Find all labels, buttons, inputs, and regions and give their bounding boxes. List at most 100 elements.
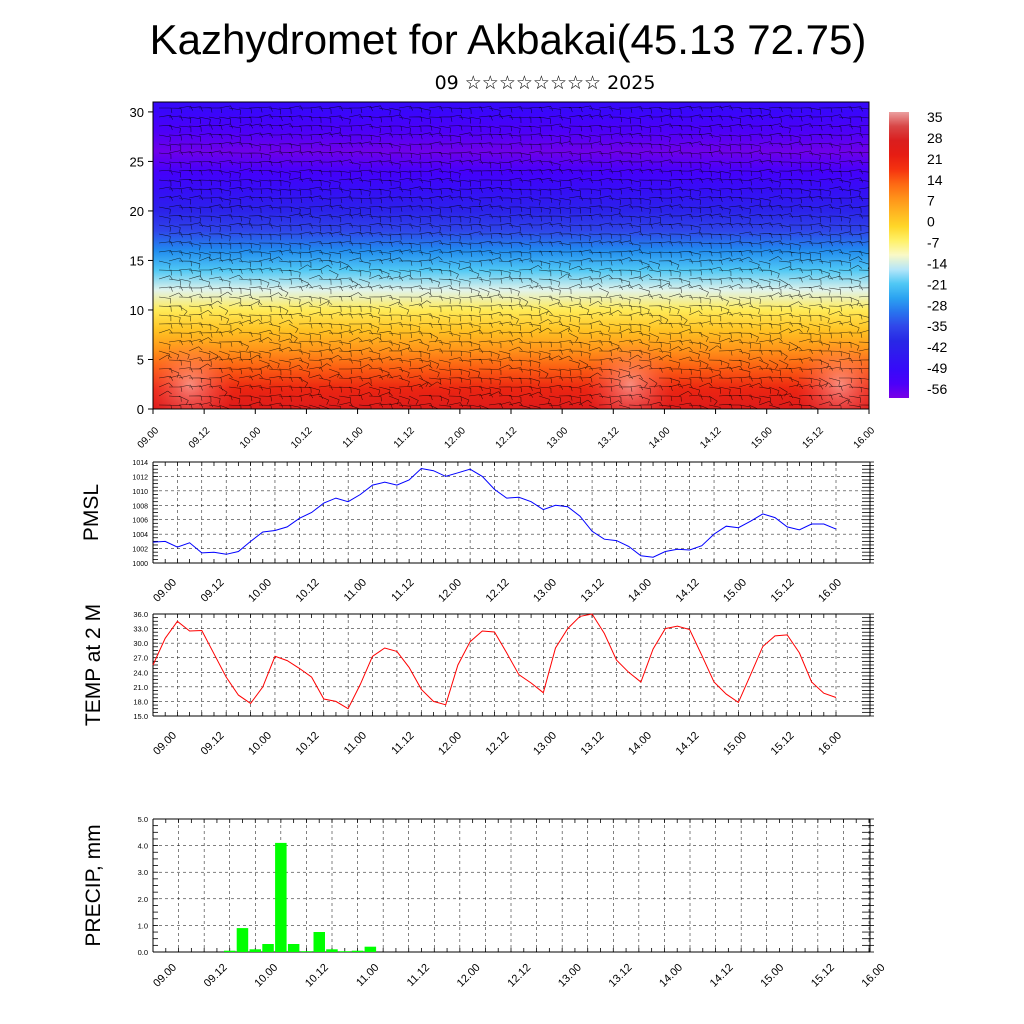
x-tick-label: 09.12 [187, 425, 213, 451]
y-tick-label: 1000 [132, 561, 148, 568]
x-tick-label: 12.00 [436, 730, 464, 758]
x-tick-label: 13.12 [579, 577, 607, 605]
x-tick-label: 13.00 [531, 730, 559, 758]
x-tick-label: 10.00 [238, 425, 264, 451]
x-tick-label: 10.12 [294, 577, 322, 605]
minor-ticks [152, 818, 874, 953]
x-tick-label: 14.00 [626, 730, 654, 758]
precip-bar [275, 842, 287, 952]
y-tick-label: 1004 [132, 532, 148, 539]
x-tick-label: 15.12 [769, 730, 797, 758]
x-tick-label: 15.00 [721, 577, 749, 605]
precip-chart: 0.0 1.0 2.0 3.0 4.0 5.0 09.00 09.12 10.00 10.12 11… [82, 815, 888, 990]
wind-barbs [158, 105, 869, 409]
x-tick-label: 15.12 [769, 577, 797, 605]
temp-chart: 15.0 18.0 21.0 24.0 27.0 30.0 33.0 36.0 09.00 09.… [82, 604, 874, 758]
x-tick-label: 12.00 [436, 577, 464, 605]
x-tick-label: 14.00 [626, 577, 654, 605]
warm-spot [795, 340, 869, 409]
y-tick-label: 5 [137, 352, 144, 367]
colorbar-label: -35 [927, 318, 947, 334]
x-tick-label: 13.00 [531, 577, 559, 605]
x-tick-label: 10.00 [246, 577, 274, 605]
colorbar-label: 28 [927, 130, 943, 146]
colorbar-label: -49 [927, 360, 947, 376]
x-tick-label: 09.12 [202, 962, 230, 990]
x-tick-label: 15.12 [801, 425, 827, 451]
colorbar-label: 0 [927, 214, 935, 230]
precip-bar [249, 949, 261, 952]
x-tick-label: 10.12 [289, 425, 315, 451]
temp-line [152, 613, 837, 710]
x-tick-label: 13.00 [545, 425, 571, 451]
x-tick-label: 12.12 [484, 730, 512, 758]
x-tick-label: 09.12 [199, 730, 227, 758]
y-tick-label: 30 [130, 105, 144, 120]
y-tick-label: 0 [137, 402, 144, 417]
colorbar: 35 28 21 14 7 0 -7 -14 -21 -28 -35 -42 -49 -56 [889, 109, 947, 398]
y-tick-label: 1.0 [138, 921, 148, 930]
x-tick-label: 09.12 [199, 577, 227, 605]
x-tick-label: 12.00 [455, 962, 483, 990]
precip-bar [351, 950, 364, 952]
precip-bar [364, 946, 377, 952]
y-tick-label: 24.0 [133, 668, 148, 677]
grid [152, 818, 870, 953]
x-tick-label: 12.00 [443, 425, 469, 451]
y-tick-label: 2.0 [138, 895, 148, 904]
x-tick-label: 11.12 [389, 577, 416, 604]
y-tick-label: 0.0 [138, 948, 148, 957]
colorbar-label: -7 [927, 235, 940, 251]
minor-ticks [152, 613, 874, 717]
x-tick-label: 12.12 [505, 962, 533, 990]
y-tick-label: 1010 [132, 489, 148, 496]
x-tick-label: 10.12 [294, 730, 322, 758]
x-tick-label: 11.12 [389, 730, 416, 757]
y-tick-label: 4.0 [138, 842, 148, 851]
colorbar-label: -56 [927, 381, 947, 397]
x-tick-label: 13.12 [607, 962, 635, 990]
x-tick-label: 12.12 [484, 577, 512, 605]
colorbar-label: -14 [927, 255, 947, 271]
x-tick-label: 16.00 [860, 962, 888, 990]
x-tick-label: 16.00 [816, 577, 844, 605]
grid [152, 461, 870, 564]
precip-bar [236, 928, 249, 952]
wind-barb-paths [158, 105, 869, 409]
x-tick-label: 11.00 [354, 962, 381, 989]
x-tick-label: 11.00 [342, 577, 369, 604]
y-axis-label: PRECIP, mm [82, 824, 105, 946]
x-tick-label: 11.00 [341, 425, 366, 450]
y-tick-label: 27.0 [133, 654, 148, 663]
x-tick-label: 16.00 [816, 730, 844, 758]
x-tick-label: 14.12 [674, 577, 702, 605]
y-tick-label: 25 [130, 154, 144, 169]
colorbar-label: -42 [927, 339, 947, 355]
chart-title: Kazhydromet for Akbakai(45.13 72.75) [149, 16, 867, 63]
warm-spots [153, 340, 869, 409]
x-tick-label: 10.00 [252, 962, 280, 990]
warm-spot [585, 340, 675, 409]
y-tick-label: 33.0 [133, 625, 148, 634]
y-tick-label: 15 [130, 253, 144, 268]
y-tick-label: 30.0 [133, 639, 148, 648]
colorbar-label: 21 [927, 151, 943, 167]
precip-bar [287, 944, 300, 952]
x-tick-label: 12.12 [494, 425, 520, 451]
x-tick-label: 14.12 [698, 425, 724, 451]
temperature-wind-crosssection: 0 5 10 15 20 25 30 09.00 09.12 10.00 10.12 11.00 11.… [130, 101, 877, 451]
x-tick-label: 11.12 [405, 962, 432, 989]
colorbar-label: 14 [927, 172, 943, 188]
x-tick-label: 14.00 [647, 425, 673, 451]
x-tick-label: 15.12 [809, 962, 837, 990]
precip-bar [339, 951, 351, 952]
precip-bar [262, 944, 274, 952]
y-tick-label: 1002 [132, 547, 148, 554]
chart-subtitle: 09 ☆☆☆☆☆☆☆☆ 2025 [434, 72, 656, 94]
colorbar-label: -28 [927, 297, 947, 313]
y-tick-label: 1006 [132, 518, 148, 525]
x-tick-label: 10.00 [246, 730, 274, 758]
x-tick-label: 15.00 [749, 425, 775, 451]
y-tick-label: 21.0 [133, 683, 148, 692]
